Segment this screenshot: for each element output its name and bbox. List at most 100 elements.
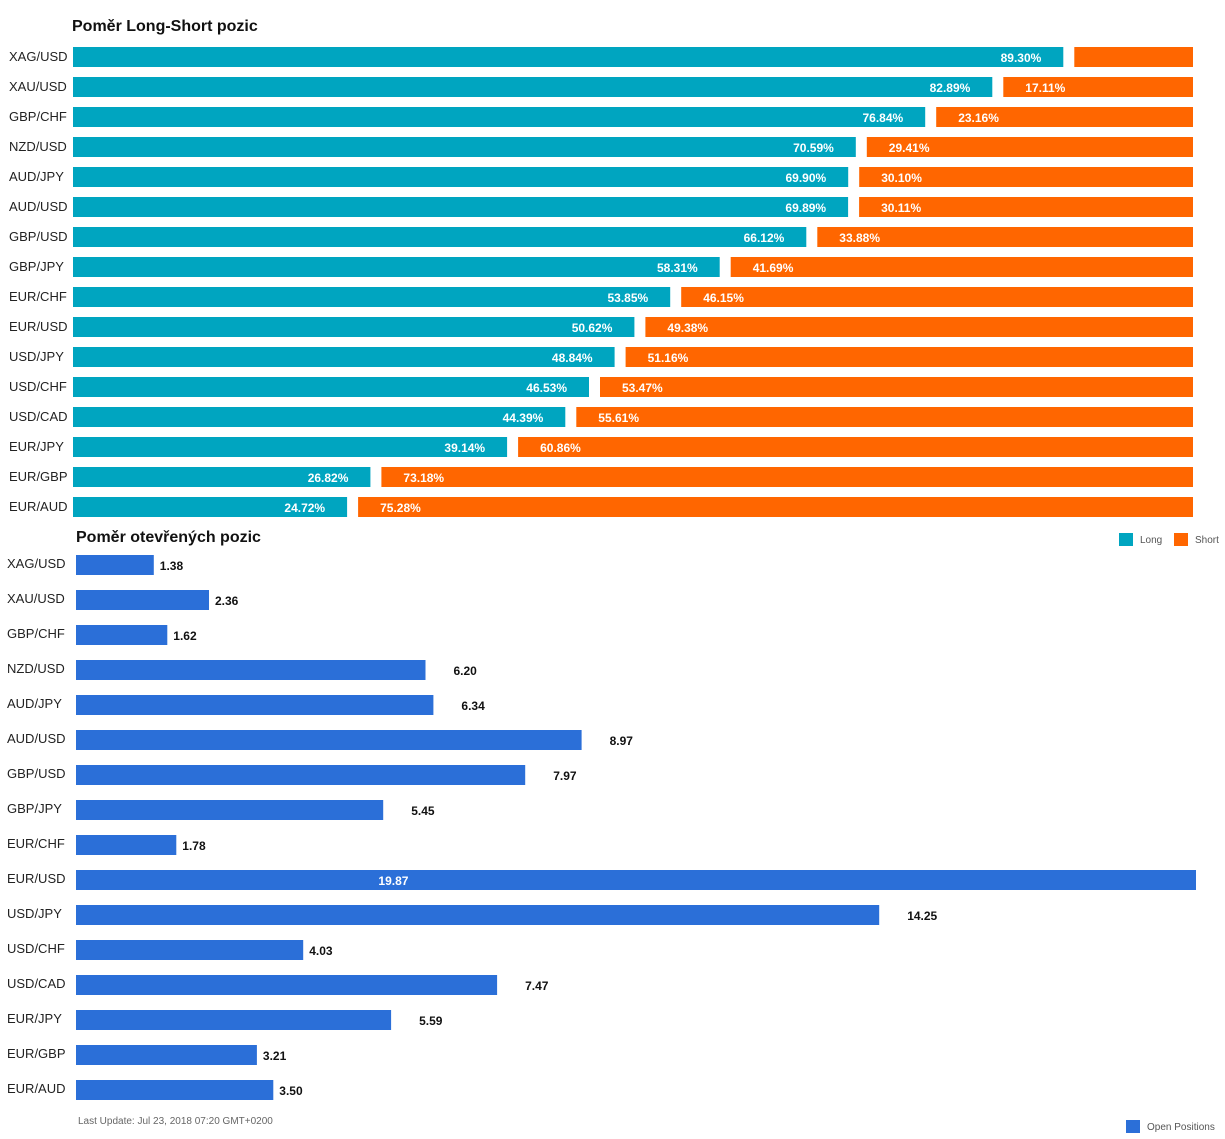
- ls-label-long-gbp-jpy: 58.31%: [657, 261, 698, 275]
- ls-category-label-eur-chf: EUR/CHF: [9, 289, 67, 304]
- legend-short-label: Short: [1195, 535, 1219, 546]
- ls-bar-long-eur-aud: [73, 497, 348, 517]
- ls-bar-long-eur-jpy: [73, 437, 508, 457]
- ls-label-short-eur-jpy: 60.86%: [540, 441, 581, 455]
- ls-label-long-eur-jpy: 39.14%: [444, 441, 485, 455]
- ls-label-long-eur-usd: 50.62%: [572, 321, 613, 335]
- op-value-label-aud-jpy: 6.34: [461, 699, 485, 713]
- legend-long-label: Long: [1140, 535, 1162, 546]
- ls-category-label-xag-usd: XAG/USD: [9, 49, 68, 64]
- op-value-label-xau-usd: 2.36: [215, 594, 239, 608]
- op-value-label-nzd-usd: 6.20: [454, 664, 478, 678]
- ls-label-long-usd-cad: 44.39%: [503, 411, 544, 425]
- open-positions-legend: Open Positions: [1126, 1120, 1215, 1133]
- ls-bar-long-gbp-jpy: [73, 257, 720, 277]
- ls-bar-long-nzd-usd: [73, 137, 856, 157]
- op-bar-eur-chf: [76, 835, 177, 855]
- op-value-label-aud-usd: 8.97: [610, 734, 634, 748]
- ls-label-short-eur-chf: 46.15%: [703, 291, 744, 305]
- op-bar-eur-usd: [76, 870, 1196, 890]
- ls-bar-short-eur-gbp: [381, 467, 1193, 487]
- legend-open-positions-swatch: [1126, 1120, 1140, 1133]
- ls-label-short-aud-usd: 30.11%: [881, 201, 921, 215]
- op-bar-aud-usd: [76, 730, 582, 750]
- ls-label-long-xag-usd: 89.30%: [1001, 51, 1042, 65]
- op-category-label-gbp-chf: GBP/CHF: [7, 626, 65, 641]
- ls-category-label-usd-cad: USD/CAD: [9, 409, 68, 424]
- ls-bar-short-aud-usd: [859, 197, 1193, 217]
- ls-bar-short-eur-jpy: [518, 437, 1193, 457]
- legend-open-positions-label: Open Positions: [1147, 1122, 1215, 1133]
- ls-bar-long-eur-usd: [73, 317, 635, 337]
- ls-label-long-gbp-usd: 66.12%: [744, 231, 785, 245]
- legend-long-swatch: [1119, 533, 1133, 546]
- ls-bar-long-usd-chf: [73, 377, 589, 397]
- ls-label-long-eur-aud: 24.72%: [284, 501, 325, 515]
- ls-bar-long-eur-chf: [73, 287, 671, 307]
- ls-bar-long-xau-usd: [73, 77, 993, 97]
- op-value-label-gbp-jpy: 5.45: [411, 804, 435, 818]
- op-bar-usd-jpy: [76, 905, 880, 925]
- op-bar-eur-jpy: [76, 1010, 392, 1030]
- ls-bar-long-xag-usd: [73, 47, 1064, 67]
- ls-bar-short-eur-aud: [358, 497, 1194, 517]
- ls-label-long-nzd-usd: 70.59%: [793, 141, 834, 155]
- ls-category-label-nzd-usd: NZD/USD: [9, 139, 67, 154]
- op-category-label-nzd-usd: NZD/USD: [7, 661, 65, 676]
- op-category-label-gbp-jpy: GBP/JPY: [7, 801, 62, 816]
- long-short-legend: Long Short: [1119, 533, 1219, 546]
- op-bar-gbp-jpy: [76, 800, 384, 820]
- ls-category-label-gbp-jpy: GBP/JPY: [9, 259, 64, 274]
- legend-short-swatch: [1174, 533, 1188, 546]
- op-category-label-gbp-usd: GBP/USD: [7, 766, 66, 781]
- op-category-label-xag-usd: XAG/USD: [7, 556, 66, 571]
- ls-label-short-xau-usd: 17.11%: [1025, 81, 1065, 95]
- op-category-label-xau-usd: XAU/USD: [7, 591, 65, 606]
- ls-bar-short-eur-usd: [645, 317, 1193, 337]
- ls-label-long-aud-jpy: 69.90%: [785, 171, 826, 185]
- ls-label-long-usd-jpy: 48.84%: [552, 351, 593, 365]
- op-category-label-eur-usd: EUR/USD: [7, 871, 66, 886]
- ls-label-short-eur-gbp: 73.18%: [403, 471, 444, 485]
- op-value-label-eur-aud: 3.50: [279, 1084, 303, 1098]
- op-value-label-xag-usd: 1.38: [160, 559, 184, 573]
- ls-label-long-usd-chf: 46.53%: [526, 381, 567, 395]
- open-positions-chart: XAG/USD 1.38 XAU/USD 2.36 GBP/CHF 1.62 NZD/USD…: [7, 555, 1196, 1100]
- op-category-label-usd-cad: USD/CAD: [7, 976, 66, 991]
- op-value-label-usd-cad: 7.47: [525, 979, 549, 993]
- ls-bar-long-usd-jpy: [73, 347, 615, 367]
- ls-category-label-eur-aud: EUR/AUD: [9, 499, 68, 514]
- op-bar-nzd-usd: [76, 660, 426, 680]
- op-bar-usd-cad: [76, 975, 498, 995]
- ls-category-label-gbp-chf: GBP/CHF: [9, 109, 67, 124]
- op-value-label-eur-jpy: 5.59: [419, 1014, 443, 1028]
- ls-bar-short-nzd-usd: [866, 137, 1193, 157]
- op-category-label-usd-jpy: USD/JPY: [7, 906, 62, 921]
- ls-label-short-gbp-usd: 33.88%: [839, 231, 880, 245]
- ls-category-label-eur-jpy: EUR/JPY: [9, 439, 64, 454]
- op-category-label-eur-jpy: EUR/JPY: [7, 1011, 62, 1026]
- op-bar-gbp-chf: [76, 625, 168, 645]
- long-short-chart: XAG/USD 89.30% XAU/USD 82.89% 17.11% GBP/CHF 7…: [9, 47, 1194, 517]
- ls-bar-short-xag-usd: [1074, 47, 1193, 67]
- ls-label-short-gbp-jpy: 41.69%: [753, 261, 794, 275]
- ls-category-label-eur-gbp: EUR/GBP: [9, 469, 68, 484]
- ls-label-short-usd-chf: 53.47%: [622, 381, 663, 395]
- ls-label-short-usd-jpy: 51.16%: [648, 351, 689, 365]
- op-bar-gbp-usd: [76, 765, 526, 785]
- ls-category-label-usd-jpy: USD/JPY: [9, 349, 64, 364]
- ls-category-label-aud-jpy: AUD/JPY: [9, 169, 64, 184]
- ls-label-long-aud-usd: 69.89%: [785, 201, 826, 215]
- ls-bar-long-gbp-usd: [73, 227, 807, 247]
- ls-category-label-aud-usd: AUD/USD: [9, 199, 68, 214]
- op-category-label-aud-usd: AUD/USD: [7, 731, 66, 746]
- ls-category-label-gbp-usd: GBP/USD: [9, 229, 68, 244]
- op-value-label-eur-chf: 1.78: [182, 839, 206, 853]
- op-category-label-eur-chf: EUR/CHF: [7, 836, 65, 851]
- op-bar-eur-aud: [76, 1080, 274, 1100]
- op-bar-eur-gbp: [76, 1045, 257, 1065]
- ls-label-short-nzd-usd: 29.41%: [889, 141, 930, 155]
- op-category-label-usd-chf: USD/CHF: [7, 941, 65, 956]
- ls-bar-long-aud-jpy: [73, 167, 849, 187]
